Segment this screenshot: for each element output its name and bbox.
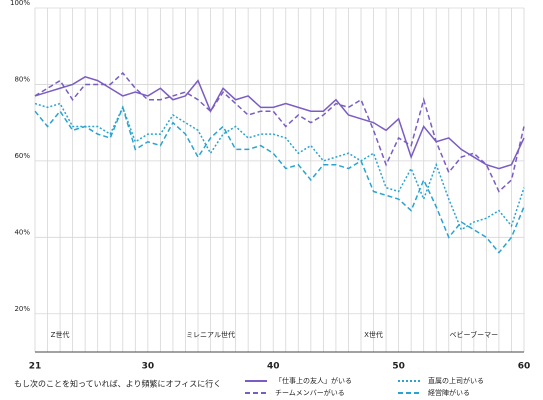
series-line (34, 75, 525, 170)
legend-label: チームメンバーがいる (275, 388, 345, 397)
x-tick-label: 40 (267, 362, 280, 372)
series-line (34, 102, 525, 231)
x-axis-label: もし次のことを知っていれば、より頻繁にオフィスに行く (14, 379, 221, 389)
annotation: ミレニアル世代 (186, 330, 235, 339)
legend-label: 経営陣がいる (428, 388, 470, 397)
legend-label: 直属の上司がいる (428, 376, 484, 385)
series-line (34, 71, 525, 193)
y-tick-label: 100% (10, 0, 30, 7)
y-tick-label: 80% (14, 75, 30, 83)
legend-label: 「仕事上の友人」がいる (275, 376, 352, 385)
annotation: Z世代 (51, 330, 70, 339)
x-tick-label: 50 (392, 362, 405, 372)
annotation: X世代 (364, 330, 383, 339)
x-tick-label: 60 (518, 362, 531, 372)
x-tick-label: 30 (142, 362, 155, 372)
y-tick-label: 20% (14, 305, 30, 313)
y-tick-label: 40% (14, 228, 30, 236)
x-tick-label: 21 (29, 362, 42, 372)
annotation: ベビーブーマー (450, 330, 499, 339)
y-tick-label: 60% (14, 152, 30, 160)
series-line (34, 105, 525, 254)
